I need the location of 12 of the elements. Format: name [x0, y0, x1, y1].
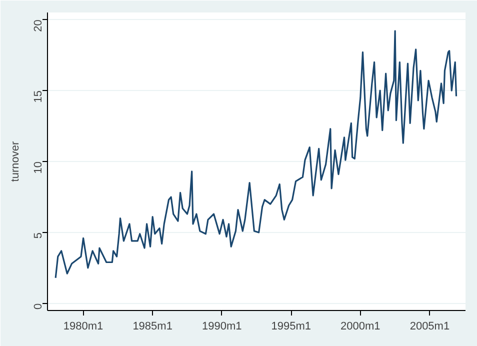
x-tick-label: 1990m1: [202, 320, 242, 332]
y-tick-label: 0: [32, 303, 44, 310]
x-tick-label: 1980m1: [63, 320, 104, 332]
y-tick-label: 15: [32, 90, 44, 103]
y-tick-label: 5: [32, 232, 44, 239]
x-tick-label: 2000m1: [340, 320, 380, 332]
x-tick-label: 2005m1: [410, 320, 450, 332]
y-tick-label: 10: [32, 161, 44, 174]
x-tick-label: 1995m1: [271, 320, 312, 332]
x-tick-label: 1985m1: [132, 320, 172, 332]
y-axis-title: turnover: [10, 140, 22, 182]
y-tick-label: 20: [32, 20, 44, 32]
